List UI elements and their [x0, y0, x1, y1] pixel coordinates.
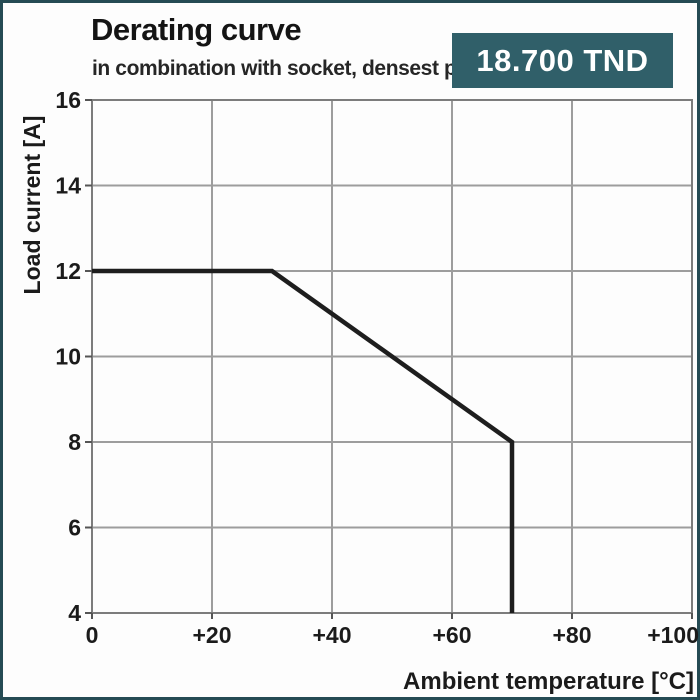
- chart-curve: [92, 268, 515, 613]
- price-badge-label: 18.700 TND: [476, 42, 649, 78]
- y-axis-label: Load current [A]: [19, 116, 45, 295]
- x-tick-label: +80: [552, 622, 591, 648]
- y-tick-label: 10: [55, 344, 81, 370]
- y-tick-label: 4: [68, 600, 81, 626]
- chart-title: Derating curve: [91, 12, 302, 47]
- x-tick-label: 0: [86, 622, 99, 648]
- chart-subtitle: in combination with socket, densest pack…: [92, 57, 521, 80]
- price-badge: 18.700 TND: [452, 33, 673, 88]
- x-tick-label: +20: [192, 622, 231, 648]
- y-tick-label: 12: [55, 258, 81, 284]
- derating-curve-line: [92, 268, 515, 613]
- y-tick-label: 8: [68, 429, 81, 455]
- y-tick-label: 14: [55, 173, 81, 199]
- chart-ticks: 0 +20 +40 +60 +80 +100 16 14 12 10 8 6 4: [55, 87, 699, 648]
- y-tick-label: 6: [68, 515, 81, 541]
- x-axis-label: Ambient temperature [°C]: [403, 668, 694, 695]
- x-tick-label: +100: [647, 622, 699, 648]
- x-tick-label: +40: [312, 622, 351, 648]
- x-tick-label: +60: [432, 622, 471, 648]
- y-tick-label: 16: [55, 87, 81, 113]
